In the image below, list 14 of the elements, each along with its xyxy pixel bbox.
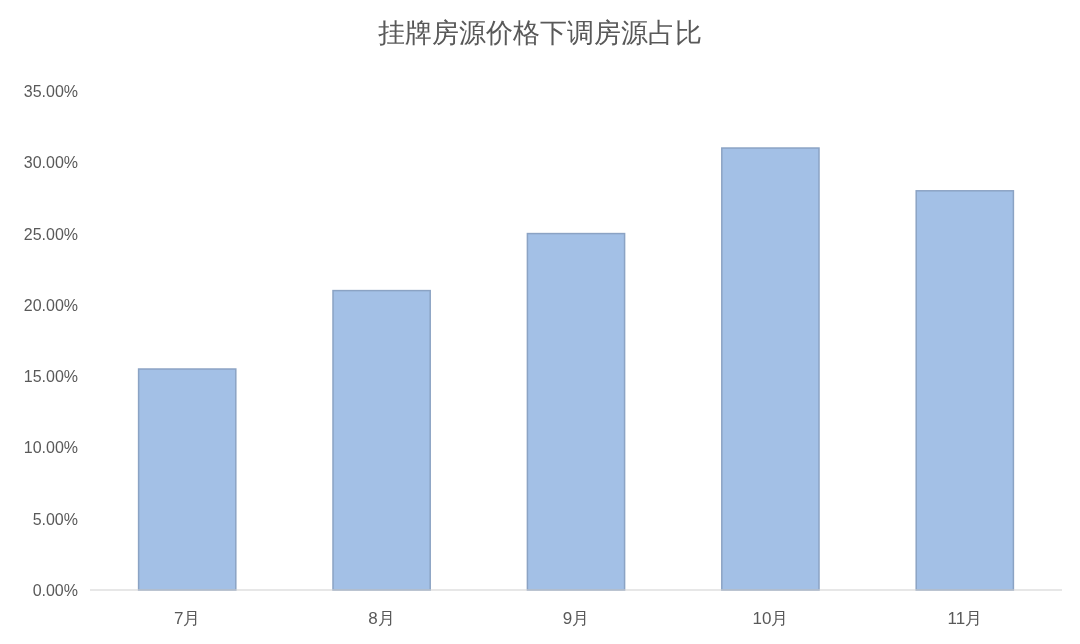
- ytick: 30.00%: [23, 154, 78, 172]
- xtick: 11月: [947, 609, 983, 628]
- ytick: 5.00%: [32, 510, 78, 528]
- ytick: 15.00%: [23, 368, 78, 386]
- xtick: 7月: [173, 609, 201, 628]
- ytick: 35.00%: [23, 83, 78, 100]
- ytick: 25.00%: [23, 225, 78, 243]
- ytick: 0.00%: [32, 582, 78, 599]
- xtick: 9月: [562, 609, 590, 628]
- title: 挂牌房源价格下调房源占比: [378, 18, 702, 48]
- ytick: 10.00%: [23, 439, 78, 457]
- ytick: 20.00%: [23, 296, 78, 314]
- xtick: 10月: [752, 609, 789, 628]
- xtick: 8月: [368, 609, 395, 628]
